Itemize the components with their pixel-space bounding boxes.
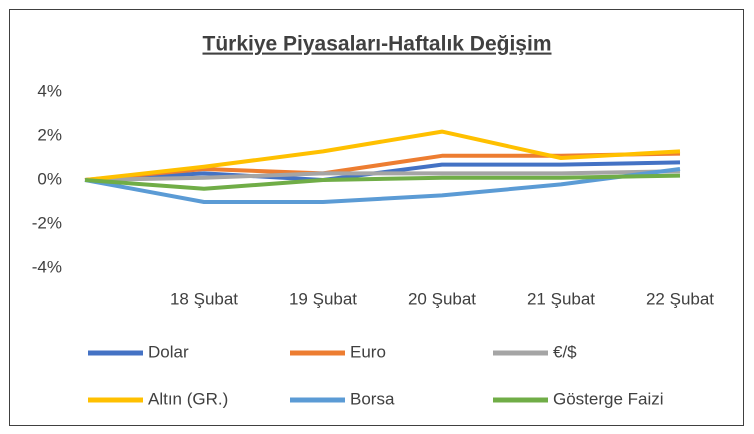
x-tick-label: 19 Şubat: [289, 289, 357, 308]
x-tick-label: 22 Şubat: [646, 289, 714, 308]
legend-label: Euro: [350, 342, 386, 361]
legend-label: Dolar: [148, 342, 189, 361]
series-line: [84, 173, 681, 191]
y-tick-label: -4%: [32, 257, 62, 276]
chart-border: [9, 9, 744, 426]
y-tick-label: 2%: [37, 125, 62, 144]
y-tick-label: 4%: [37, 81, 62, 100]
series-line: [84, 167, 681, 204]
x-tick-label: 20 Şubat: [408, 289, 476, 308]
y-tick-label: 0%: [37, 169, 62, 188]
legend-label: Gösterge Faizi: [553, 389, 664, 408]
x-tick-label: 18 Şubat: [170, 289, 238, 308]
legend-label: Borsa: [350, 389, 395, 408]
series-line: [84, 169, 681, 182]
y-tick-label: -2%: [32, 213, 62, 232]
legend-label: €/$: [553, 342, 577, 361]
series-line: [84, 129, 681, 182]
chart-title: Türkiye Piyasaları-Haftalık Değişim: [203, 33, 552, 56]
x-tick-label: 21 Şubat: [527, 289, 595, 308]
legend-label: Altın (GR.): [148, 389, 228, 408]
